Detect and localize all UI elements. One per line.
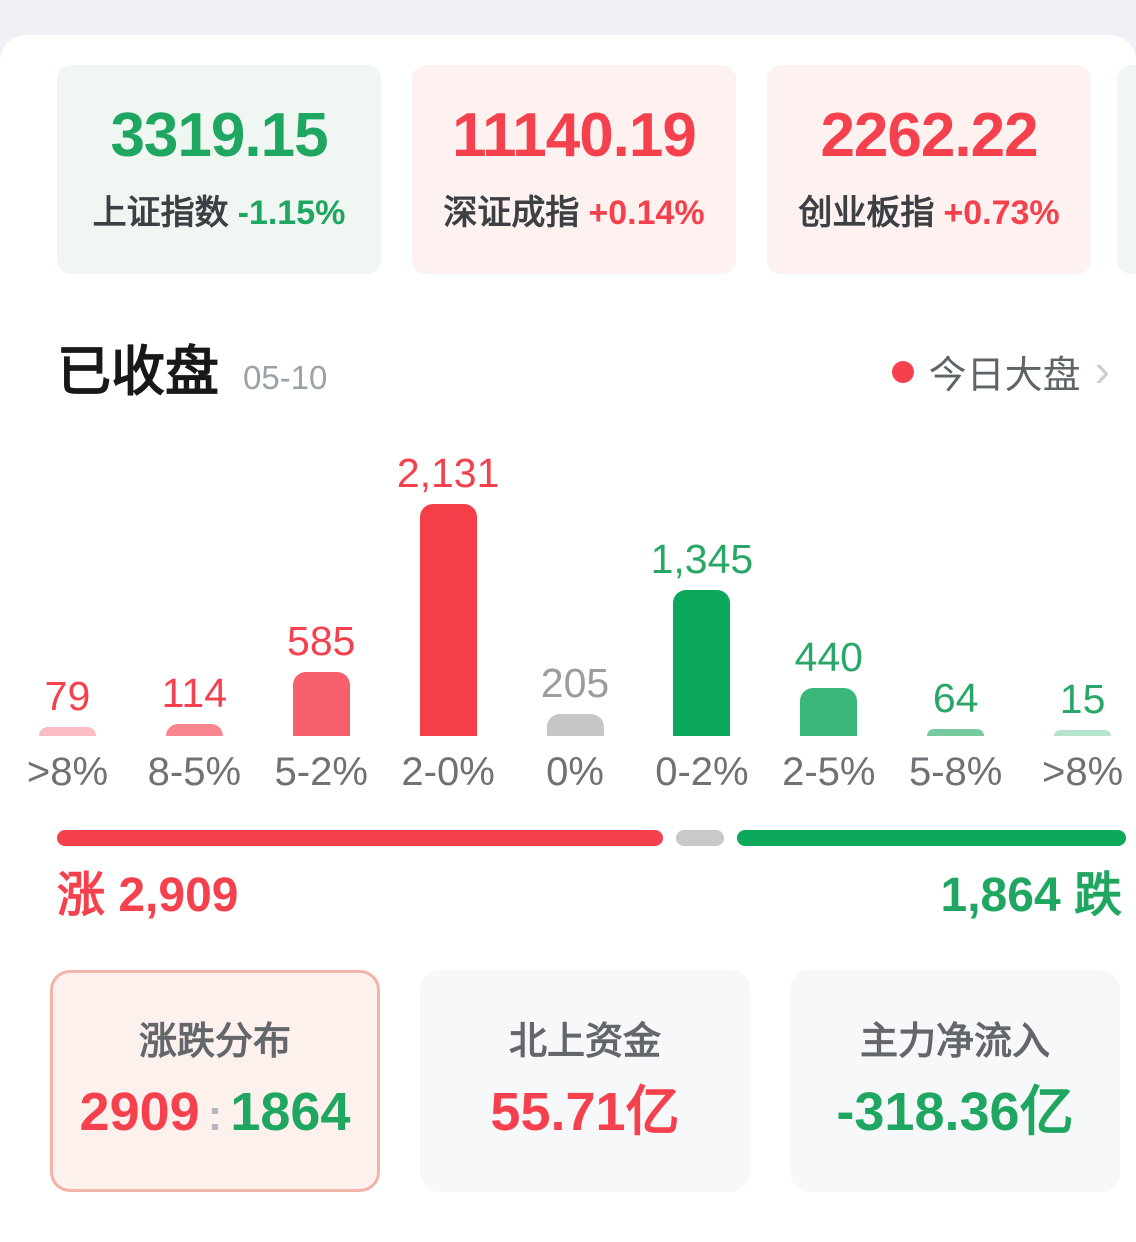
bar-category-label: 0% xyxy=(546,750,604,794)
chart-column: 64 5-8% xyxy=(892,675,1019,794)
market-date: 05-10 xyxy=(243,358,328,396)
tab-label: 主力净流入 xyxy=(859,1021,1050,1063)
tab-label: 北上资金 xyxy=(508,1021,661,1063)
up-flat-down-ratio-bar xyxy=(57,830,1126,846)
ratio-down-segment xyxy=(737,830,1126,846)
index-name: 深证成指 xyxy=(443,194,580,232)
bar-value-label: 585 xyxy=(287,618,356,664)
index-cards-row: 3319.15 上证指数 -1.15% 11140.19 深证成指 +0.14%… xyxy=(57,65,1136,274)
section-header: 已收盘 05-10 今日大盘 › xyxy=(57,344,1110,399)
bar-value-label: 440 xyxy=(794,634,863,680)
tab-northbound-funds[interactable]: 北上资金 55.71亿 xyxy=(420,970,750,1192)
distribution-up-count: 2909 xyxy=(79,1082,200,1142)
tab-value: 2909:1864 xyxy=(80,1085,351,1139)
index-name: 创业板指 xyxy=(798,194,935,232)
bar-value-label: 64 xyxy=(932,675,979,721)
gain-loss-distribution-chart: 79 >8% 114 8-5% 585 5-2% 2,131 2-0% 205 0% 1,345 0-… xyxy=(4,450,1136,794)
index-card-shenzhen[interactable]: 11140.19 深证成指 +0.14% xyxy=(412,65,736,274)
index-value: 11140.19 xyxy=(452,101,697,170)
ratio-flat-segment xyxy=(676,830,725,846)
index-card-shanghai[interactable]: 3319.15 上证指数 -1.15% xyxy=(57,65,381,274)
index-change: -1.15% xyxy=(237,194,346,232)
distribution-down-count: 1864 xyxy=(230,1082,351,1142)
bar-category-label: >8% xyxy=(26,750,109,794)
chart-column: 114 8-5% xyxy=(131,670,258,794)
bar-value-label: 205 xyxy=(540,660,610,706)
distribution-bar xyxy=(38,727,96,736)
bar-category-label: 8-5% xyxy=(147,750,242,794)
bar-value-label: 114 xyxy=(161,670,228,716)
index-value: 3319.15 xyxy=(110,101,328,170)
index-card-chinext[interactable]: 2262.22 创业板指 +0.73% xyxy=(767,65,1091,274)
index-value: 2262.22 xyxy=(820,101,1038,170)
tab-gain-loss-distribution[interactable]: 涨跌分布 2909:1864 xyxy=(50,970,380,1192)
chart-column: 15 >8% xyxy=(1019,676,1136,794)
bar-category-label: 0-2% xyxy=(655,750,749,794)
chart-column: 1,345 0-2% xyxy=(638,536,765,794)
chart-column: 205 0% xyxy=(512,660,639,794)
index-card-peek[interactable] xyxy=(1117,65,1136,274)
distribution-bar xyxy=(673,590,731,736)
chart-column: 79 >8% xyxy=(4,673,131,794)
today-market-label: 今日大盘 xyxy=(928,355,1081,397)
distribution-bar xyxy=(546,714,604,736)
bar-category-label: 2-5% xyxy=(782,750,876,794)
distribution-bar xyxy=(419,504,477,736)
distribution-bar xyxy=(800,688,858,736)
distribution-bar xyxy=(292,672,350,736)
bar-category-label: 5-2% xyxy=(274,750,368,794)
distribution-bar xyxy=(1054,730,1112,736)
decliners-count: 1,864 跌 xyxy=(940,869,1122,922)
red-dot-icon xyxy=(891,360,914,383)
northbound-funds-value: 55.71亿 xyxy=(490,1082,680,1142)
advancers-count: 涨 2,909 xyxy=(57,869,239,922)
market-overview-panel: 3319.15 上证指数 -1.15% 11140.19 深证成指 +0.14%… xyxy=(0,35,1136,1242)
bar-category-label: >8% xyxy=(1041,750,1124,794)
market-status-title: 已收盘 xyxy=(57,341,219,402)
tab-main-net-inflow[interactable]: 主力净流入 -318.36亿 xyxy=(790,970,1120,1192)
bar-value-label: 15 xyxy=(1059,676,1106,722)
chart-column: 440 2-5% xyxy=(765,634,892,794)
advancers-decliners-row: 涨 2,909 1,864 跌 xyxy=(57,872,1122,920)
index-change: +0.73% xyxy=(943,194,1060,232)
chart-column: 2,131 2-0% xyxy=(385,450,512,794)
bar-category-label: 2-0% xyxy=(401,750,495,794)
index-change: +0.14% xyxy=(588,194,705,232)
chart-column: 585 5-2% xyxy=(258,618,385,794)
bar-value-label: 1,345 xyxy=(650,536,754,582)
today-market-link[interactable]: 今日大盘 › xyxy=(891,343,1110,399)
distribution-bar xyxy=(165,724,223,736)
bar-value-label: 2,131 xyxy=(396,450,500,496)
index-name: 上证指数 xyxy=(92,194,229,232)
ratio-up-segment xyxy=(57,830,664,846)
chevron-right-icon: › xyxy=(1094,343,1110,396)
bottom-tabs-row: 涨跌分布 2909:1864 北上资金 55.71亿 主力净流入 -318.36… xyxy=(50,970,1120,1192)
tab-label: 涨跌分布 xyxy=(138,1021,291,1063)
distribution-separator: : xyxy=(207,1091,223,1140)
distribution-bar xyxy=(927,729,985,736)
bar-category-label: 5-8% xyxy=(908,750,1003,794)
main-net-inflow-value: -318.36亿 xyxy=(836,1082,1074,1142)
bar-value-label: 79 xyxy=(44,673,91,719)
